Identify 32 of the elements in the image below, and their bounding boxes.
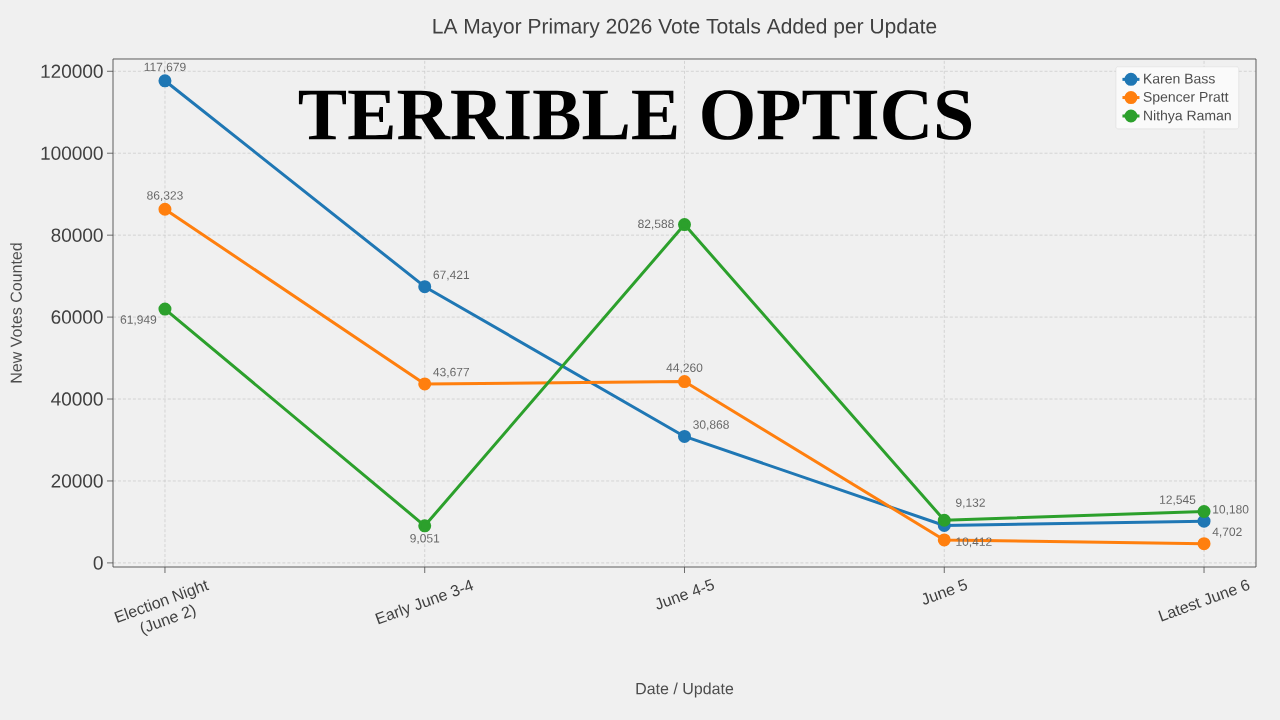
data-label: 43,677 (433, 367, 470, 378)
legend-label: Nithya Raman (1144, 110, 1231, 124)
data-label: 12,545 (1160, 495, 1196, 506)
y-tick-label: 80000 (51, 228, 103, 242)
data-label: 10,180 (1213, 505, 1249, 515)
y-tick-label: 100000 (41, 146, 103, 160)
x-tick-label: Latest June 6 (1158, 579, 1250, 622)
x-tick-label: June 4-5 (656, 578, 715, 610)
data-label: 117,679 (144, 62, 186, 73)
data-label: 4,702 (1212, 527, 1242, 538)
annotation: TERRIBLE OPTICS (298, 90, 972, 140)
data-label: 61,949 (120, 315, 157, 326)
y-tick-label: 60000 (51, 310, 103, 324)
x-tick-label: Early June 3-4 (375, 579, 474, 625)
y-tick-label: 40000 (51, 392, 103, 406)
chart-title: LA Mayor Primary 2026 Vote Totals Added per Update (433, 18, 937, 38)
data-label: 67,421 (433, 270, 470, 281)
data-label: 9,051 (410, 534, 440, 544)
y-tick-label: 120000 (41, 64, 103, 79)
x-tick-label: June 5 (922, 578, 968, 605)
data-label: 30,868 (693, 420, 729, 431)
data-label: 86,323 (147, 191, 183, 202)
data-label: 9,132 (956, 498, 985, 509)
y-tick-label: 20000 (51, 474, 103, 488)
data-label: 44,260 (666, 363, 703, 374)
legend-label: Karen Bass (1144, 73, 1215, 84)
x-axis-title: Date / Update (636, 682, 734, 698)
data-label: 82,588 (638, 219, 674, 230)
y-axis-title: New Votes Counted (10, 243, 22, 383)
legend-label: Spencer Pratt (1143, 91, 1229, 105)
x-tick-label: Election Night (June 2) (114, 580, 210, 636)
y-tick-label: 0 (93, 556, 103, 570)
